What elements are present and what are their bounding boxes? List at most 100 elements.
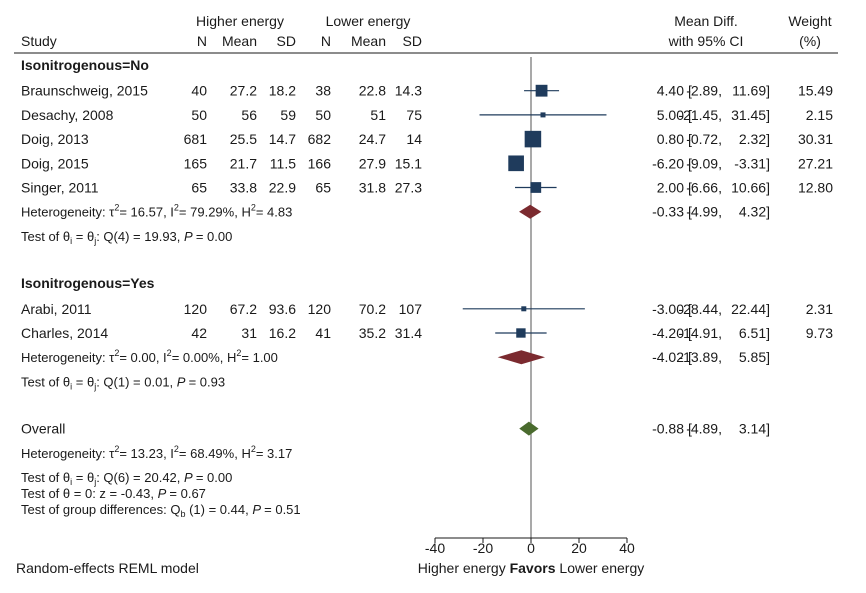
- study-mean-lower: 22.8: [359, 83, 386, 99]
- subgroup-homogeneity-test-p: = 0.00: [196, 229, 233, 244]
- study-bracket: [: [688, 325, 692, 341]
- study-weight: 12.80: [798, 180, 833, 196]
- study-hi: 10.66]: [731, 180, 770, 196]
- overall-md: -0.88: [652, 421, 684, 437]
- study-marker: [524, 130, 542, 148]
- subgroup-homogeneity-test-sub-j: j: [93, 236, 96, 246]
- study-name: Doig, 2013: [21, 131, 89, 147]
- study-n-lower: 682: [308, 131, 332, 147]
- study-n-lower: 120: [308, 301, 332, 317]
- study-sd-lower: 27.3: [395, 180, 422, 196]
- study-weight: 30.31: [798, 131, 833, 147]
- group-diff-p: = 0.51: [264, 502, 301, 517]
- overall-heterogeneity-i-sup: 2: [174, 444, 179, 454]
- study-name: Charles, 2014: [21, 325, 108, 341]
- subgroup-homogeneity-test-sub-i: i: [70, 381, 72, 391]
- study-name: Desachy, 2008: [21, 107, 114, 123]
- overall-hi: 3.14]: [739, 421, 770, 437]
- study-marker: [521, 306, 527, 312]
- study-mean-higher: 21.7: [230, 155, 257, 171]
- forest-marks: [462, 84, 607, 436]
- study-mean-higher: 67.2: [230, 301, 257, 317]
- study-sd-higher: 11.5: [270, 155, 296, 171]
- study-md: -3.00: [652, 301, 684, 317]
- study-lo: -2.89,: [686, 83, 722, 99]
- study-md: -4.20: [652, 325, 684, 341]
- study-mean-lower: 35.2: [359, 325, 386, 341]
- study-n-higher: 165: [184, 155, 208, 171]
- header-weight-line1: Weight: [788, 13, 831, 29]
- study-sd-lower: 31.4: [395, 325, 422, 341]
- group-diff-p-label: P: [252, 502, 264, 517]
- subgroup-homogeneity-test-stat: : Q(1) = 0.01,: [96, 374, 177, 389]
- overall-homogeneity-test-prefix: Test of: [21, 470, 63, 485]
- study-mean-lower: 27.9: [359, 155, 386, 171]
- study-lo: -9.09,: [686, 155, 722, 171]
- study-mean-higher: 25.5: [230, 131, 257, 147]
- subgroup-heterogeneity-prefix: Heterogeneity:: [21, 350, 109, 365]
- overall-heterogeneity-i2: = 68.49%, H: [179, 446, 251, 461]
- study-sd-higher: 14.7: [269, 131, 296, 147]
- subgroup-homogeneity-test-theta-i: θ: [63, 229, 70, 244]
- subgroup-pooled-lo: -13.89,: [678, 349, 722, 365]
- study-mean-lower: 70.2: [359, 301, 386, 317]
- favors-label: Higher energy Favors Lower energy: [418, 560, 644, 576]
- study-marker: [530, 182, 542, 193]
- x-tick-label: 20: [571, 540, 587, 556]
- study-md: 4.40: [657, 83, 684, 99]
- study-hi: 2.32]: [739, 131, 770, 147]
- study-mean-lower: 24.7: [359, 131, 386, 147]
- zero-test-p-label: P: [158, 486, 170, 501]
- subgroup-homogeneity-test-p: = 0.93: [189, 374, 226, 389]
- subgroup-heterogeneity-h2: = 1.00: [241, 350, 278, 365]
- study-sd-higher: 59: [280, 107, 296, 123]
- overall-heterogeneity-h2: = 3.17: [256, 446, 293, 461]
- overall-heterogeneity-tau2: = 13.23, I: [119, 446, 174, 461]
- favors-right: Lower energy: [559, 560, 644, 576]
- overall-label: Overall: [21, 421, 65, 437]
- study-sd-higher: 22.9: [269, 180, 296, 196]
- study-bracket: [: [688, 131, 692, 147]
- favors-center: Favors: [510, 560, 556, 576]
- subgroup-heterogeneity-tau: τ: [109, 350, 115, 365]
- header-effect-line2: with 95% CI: [668, 33, 744, 49]
- subgroup-homogeneity-test: Test of θi = θj: Q(4) = 19.93, P = 0.00: [21, 229, 232, 246]
- study-n-lower: 38: [315, 83, 331, 99]
- study-sd-lower: 107: [399, 301, 423, 317]
- study-marker: [508, 155, 524, 172]
- study-hi: 6.51]: [739, 325, 770, 341]
- study-sd-lower: 75: [406, 107, 422, 123]
- study-n-lower: 65: [315, 180, 331, 196]
- study-bracket: [: [688, 180, 692, 196]
- study-n-higher: 120: [184, 301, 208, 317]
- study-lo: -21.45,: [678, 107, 722, 123]
- study-mean-higher: 31: [241, 325, 257, 341]
- overall-bracket: [: [688, 421, 692, 437]
- header-mean-lower: Mean: [351, 33, 386, 49]
- study-n-higher: 681: [184, 131, 208, 147]
- subgroup-heterogeneity-tau2: = 0.00, I: [119, 350, 166, 365]
- study-weight: 27.21: [798, 155, 833, 171]
- header-n-higher: N: [197, 33, 207, 49]
- group-diff-stat: (1) = 0.44,: [185, 502, 252, 517]
- group-difference-test: Test of group differences: Qb (1) = 0.44…: [21, 502, 301, 519]
- study-sd-lower: 15.1: [395, 155, 422, 171]
- study-bracket: [: [688, 155, 692, 171]
- header-mean-higher: Mean: [222, 33, 257, 49]
- table-header: Higher energy Lower energy Study N Mean …: [21, 13, 832, 49]
- overall-homogeneity-test-p-label: P: [184, 470, 196, 485]
- subgroup-homogeneity-test-p-label: P: [184, 229, 196, 244]
- subgroup-homogeneity-test-theta-i: θ: [63, 374, 70, 389]
- study-marker: [540, 112, 546, 118]
- study-weight: 2.15: [806, 107, 833, 123]
- subgroup-label: Isonitrogenous=Yes: [21, 275, 155, 291]
- subgroup-heterogeneity-h2: = 4.83: [256, 205, 293, 220]
- subgroup-pooled-md: -0.33: [652, 204, 684, 220]
- subgroup-label: Isonitrogenous=No: [21, 57, 149, 73]
- overall-lo: -4.89,: [686, 421, 722, 437]
- header-effect-line1: Mean Diff.: [674, 13, 738, 29]
- study-marker: [535, 84, 548, 97]
- study-weight: 9.73: [806, 325, 833, 341]
- forest-rows: Isonitrogenous=No Braunschweig, 2015 40 27.…: [21, 57, 833, 519]
